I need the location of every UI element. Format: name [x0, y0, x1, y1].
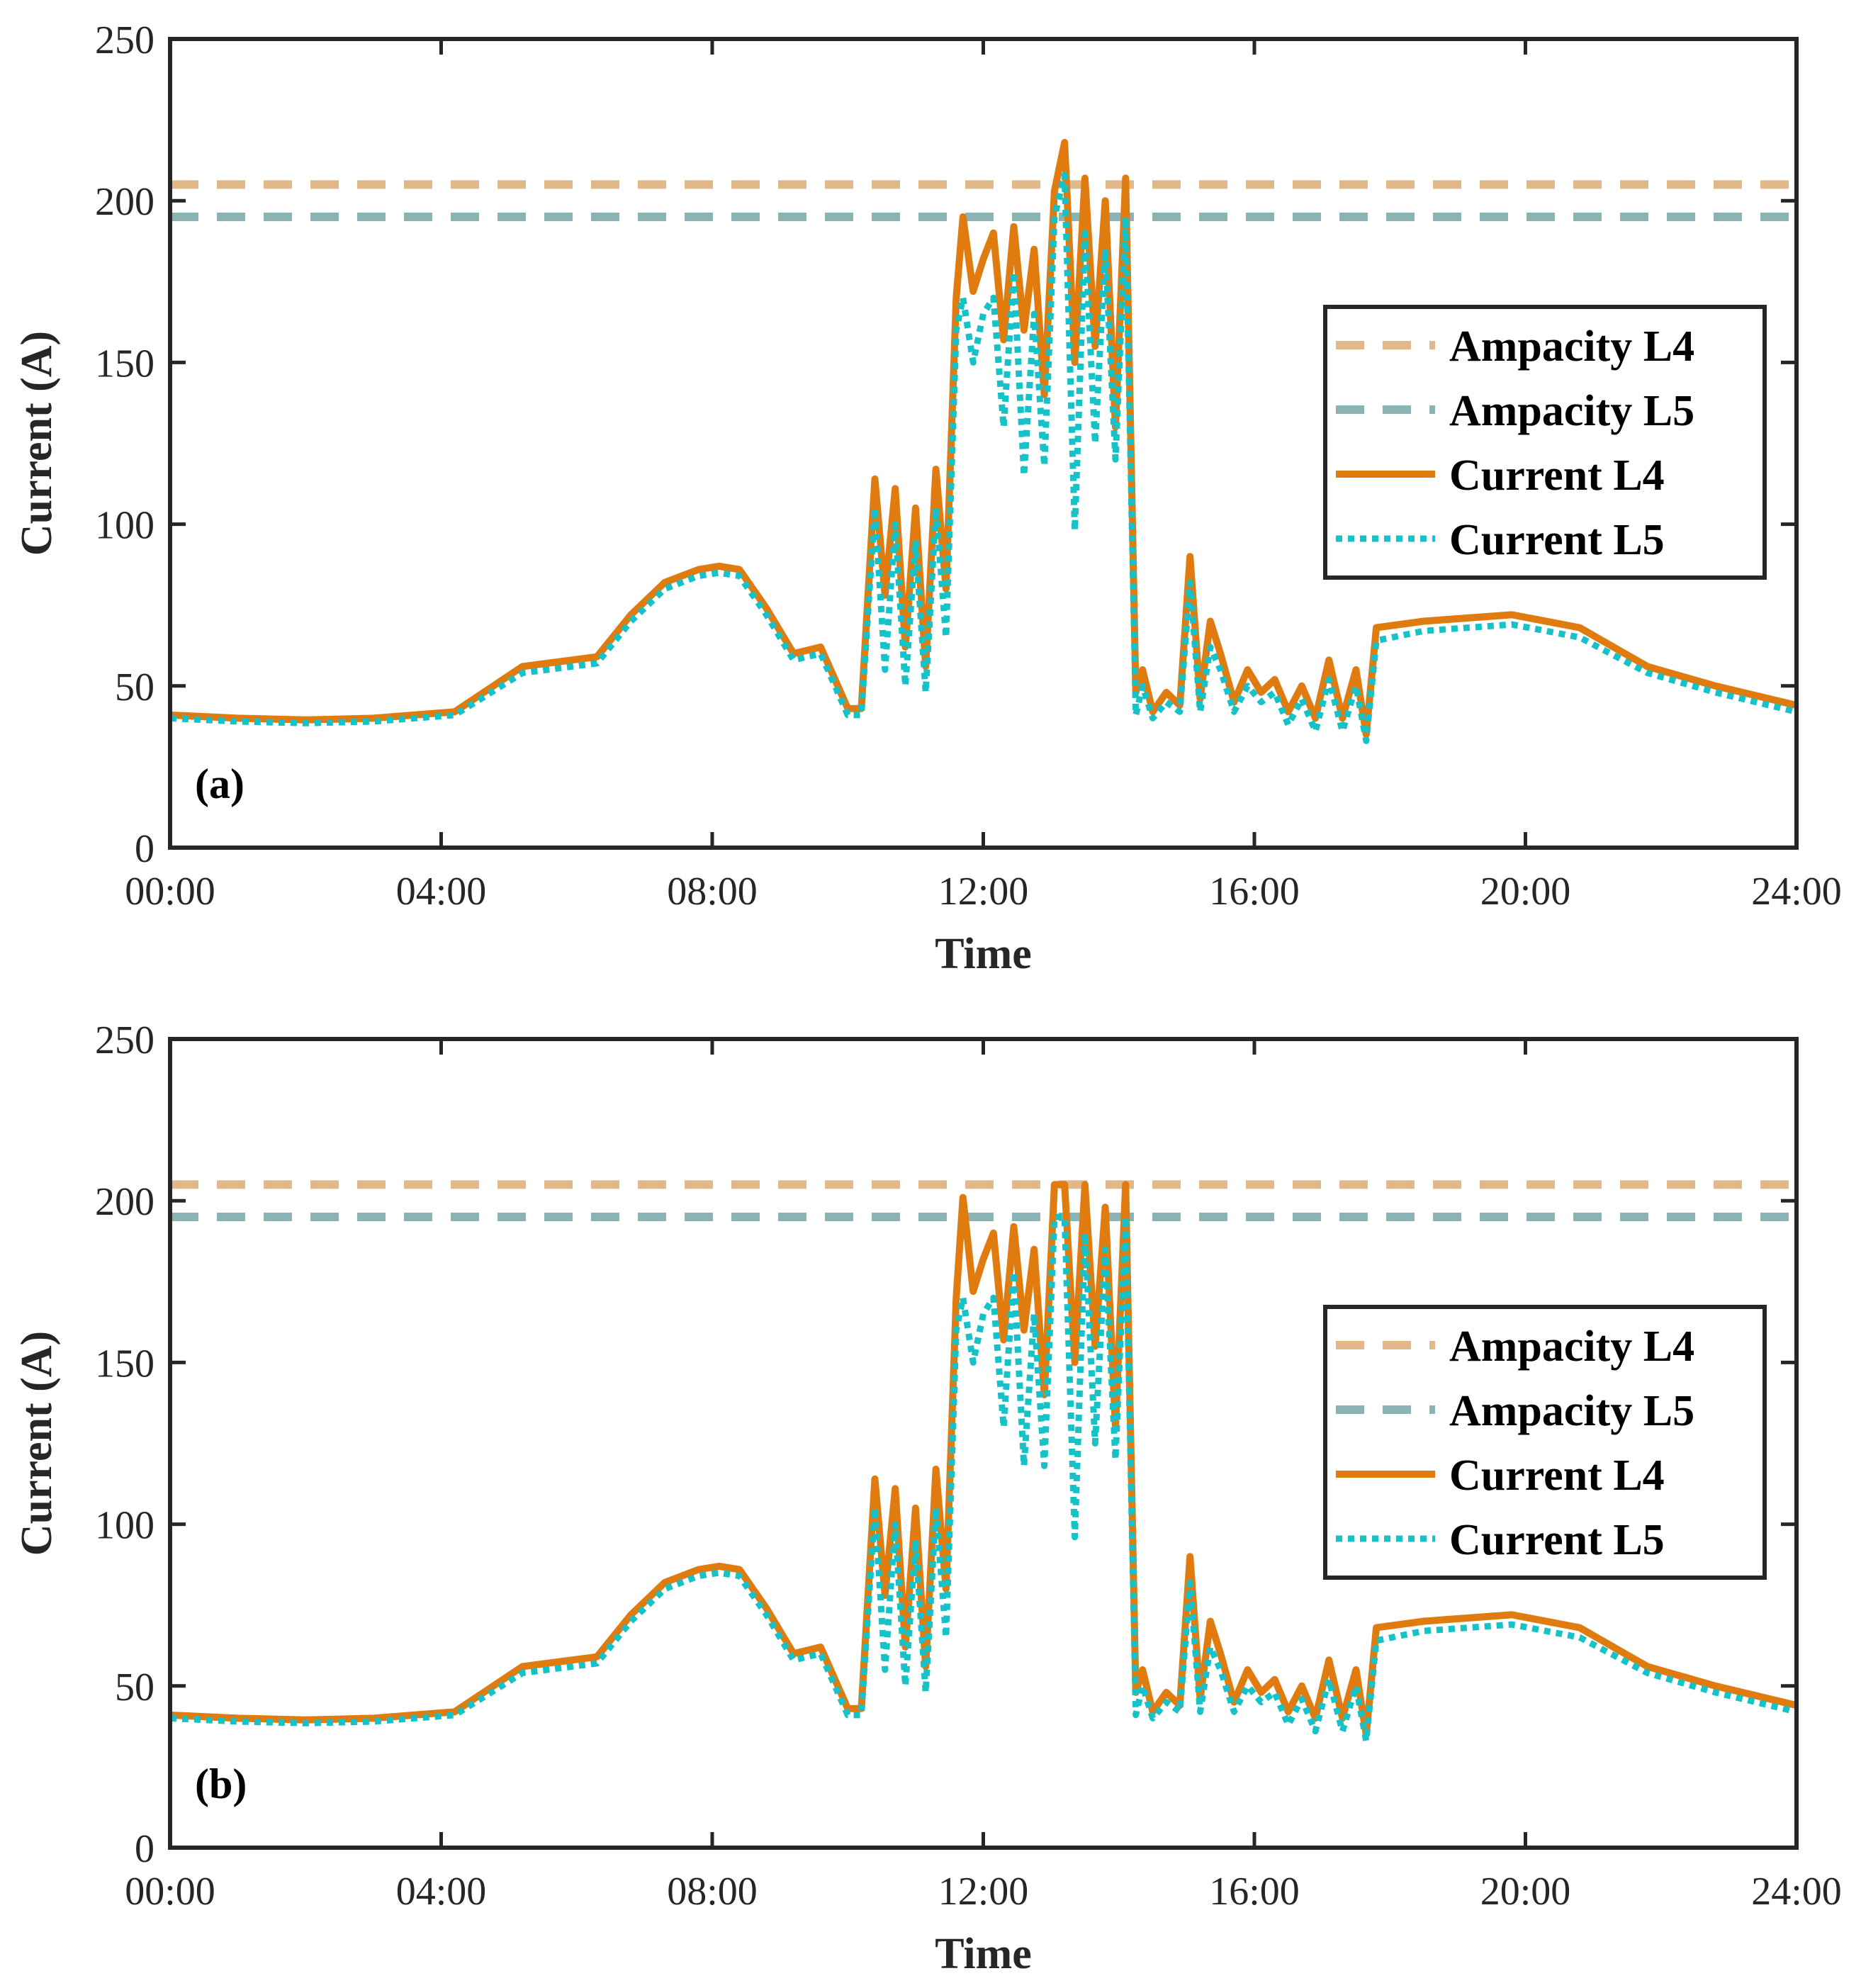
legend-box	[1323, 305, 1767, 580]
x-tick-label: 16:00	[1209, 1870, 1300, 1914]
legend-box	[1323, 1305, 1767, 1580]
legend-label-ampacity-l5: Ampacity L5	[1449, 1387, 1694, 1435]
y-tick-label: 0	[135, 827, 154, 871]
y-tick-label: 100	[95, 1504, 154, 1548]
legend: Ampacity L4 Ampacity L5 Current L4 Current …	[1323, 1305, 1767, 1580]
series-line-current-l4	[170, 1181, 1797, 1739]
x-tick-label: 24:00	[1751, 870, 1842, 914]
legend-label-current-l5: Current L5	[1449, 1516, 1665, 1564]
y-tick-label: 150	[95, 342, 154, 386]
legend-label-ampacity-l4: Ampacity L4	[1449, 322, 1694, 371]
y-tick-label: 200	[95, 1180, 154, 1224]
y-tick-label: 0	[135, 1827, 154, 1871]
x-tick-label: 12:00	[938, 1870, 1029, 1914]
x-tick-label: 16:00	[1209, 870, 1300, 914]
y-axis-title: Current (A)	[13, 331, 61, 556]
x-tick-label: 20:00	[1480, 1870, 1571, 1914]
y-tick-label: 100	[95, 504, 154, 548]
x-tick-label: 04:00	[396, 870, 487, 914]
x-tick-label: 12:00	[938, 870, 1029, 914]
y-tick-label: 250	[95, 18, 154, 62]
y-tick-label: 200	[95, 180, 154, 224]
x-tick-label: 20:00	[1480, 870, 1571, 914]
x-tick-label: 00:00	[125, 1870, 215, 1914]
x-tick-label: 24:00	[1751, 1870, 1842, 1914]
series-line-current-l5	[170, 1213, 1797, 1744]
series-group	[170, 1180, 1797, 1744]
y-tick-label: 150	[95, 1342, 154, 1386]
y-tick-label: 250	[95, 1018, 154, 1062]
legend-label-ampacity-l4: Ampacity L4	[1449, 1322, 1694, 1371]
x-axis-title: Time	[935, 930, 1032, 978]
y-tick-label: 50	[115, 1666, 154, 1709]
panel-a: 00:00 04:00 08:00 12:00 16:00 20:00 24:00 0 50 10…	[13, 18, 1842, 978]
x-tick-label: 08:00	[667, 1870, 758, 1914]
y-tick-label: 50	[115, 666, 154, 709]
legend-label-current-l4: Current L4	[1449, 451, 1665, 500]
x-tick-label: 08:00	[667, 870, 758, 914]
legend: Ampacity L4 Ampacity L5 Current L4 Current …	[1323, 305, 1767, 580]
legend-label-current-l4: Current L4	[1449, 1451, 1665, 1500]
panel-b: 00:00 04:00 08:00 12:00 16:00 20:00 24:00 0 50 10…	[13, 1018, 1842, 1978]
x-tick-label: 04:00	[396, 1870, 487, 1914]
legend-label-ampacity-l5: Ampacity L5	[1449, 387, 1694, 435]
panel-label: (a)	[195, 760, 244, 807]
series-group	[170, 139, 1797, 744]
x-tick-label: 00:00	[125, 870, 215, 914]
series-line-current-l5	[170, 172, 1797, 744]
y-axis-title: Current (A)	[13, 1331, 61, 1556]
legend-label-current-l5: Current L5	[1449, 516, 1665, 564]
x-axis-title: Time	[935, 1930, 1032, 1978]
panel-label: (b)	[195, 1760, 247, 1807]
